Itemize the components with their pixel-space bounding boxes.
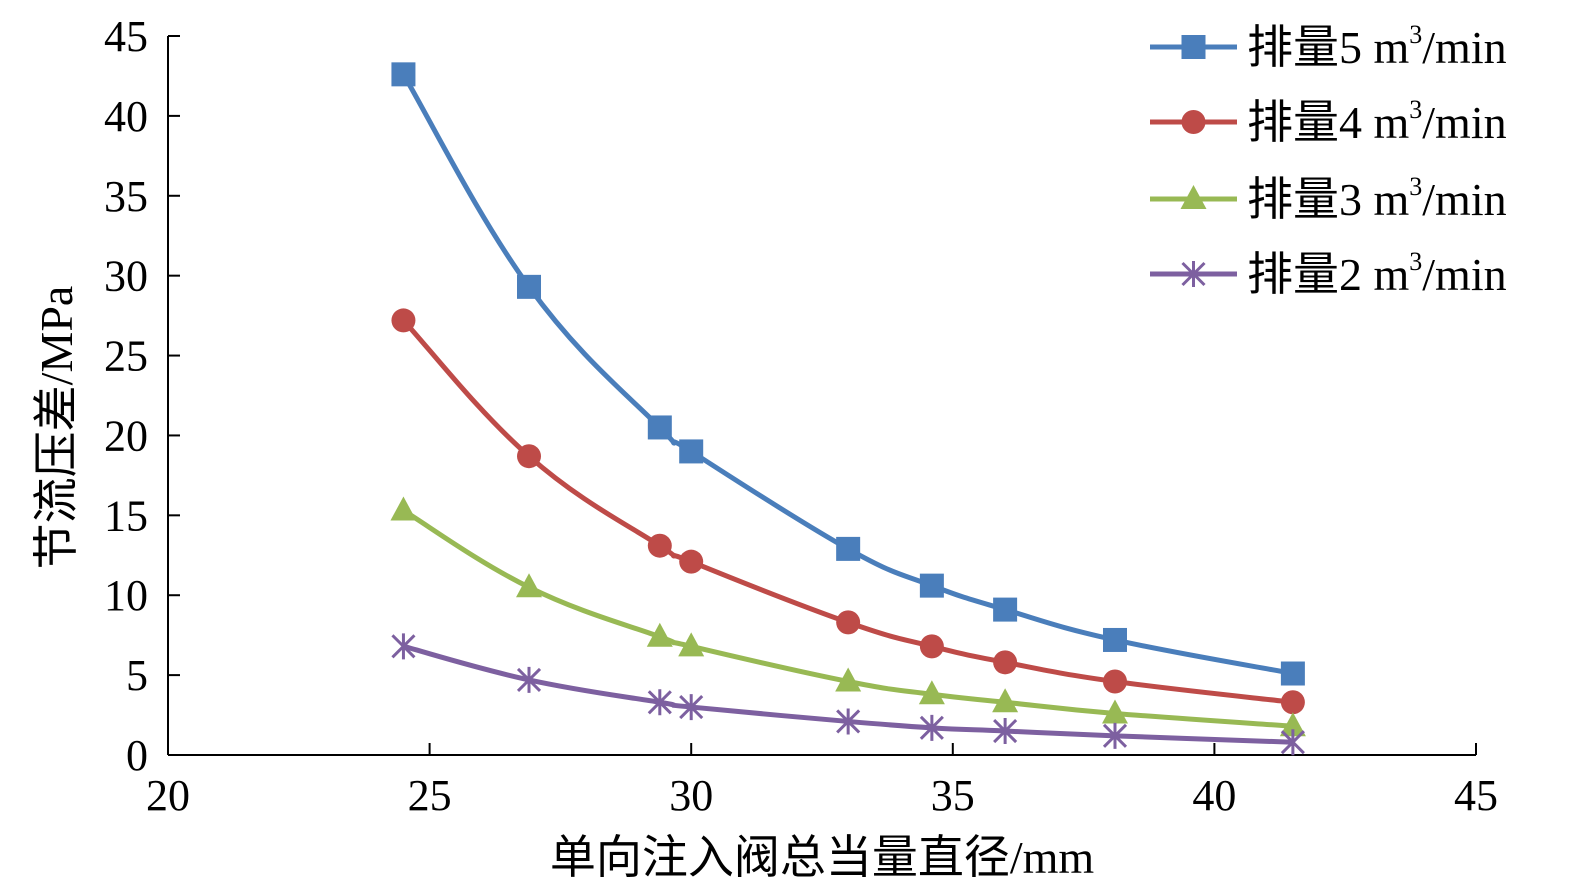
y-tick-label: 5 xyxy=(126,651,148,700)
legend-marker xyxy=(1180,185,1207,209)
data-point xyxy=(919,573,944,598)
data-point xyxy=(836,610,861,635)
data-point xyxy=(1280,729,1305,756)
series-4 xyxy=(391,633,1305,756)
axes: 0 5 10 15 20 25 30 35 40 45 20 25 30 35 40 45 xyxy=(104,12,1498,820)
y-tick-label: 40 xyxy=(104,92,148,141)
series-1 xyxy=(391,62,1305,686)
legend-marker xyxy=(1181,261,1206,287)
legend-entry: 排量3 m3/min xyxy=(1150,172,1507,225)
y-tick-label: 45 xyxy=(104,12,148,61)
series-3 xyxy=(390,496,1306,737)
data-point xyxy=(918,680,945,705)
y-tick-label: 35 xyxy=(104,172,148,221)
x-tick-label: 45 xyxy=(1454,771,1498,820)
data-point xyxy=(679,694,704,721)
data-point xyxy=(1102,669,1127,694)
data-point xyxy=(517,274,542,299)
data-point xyxy=(646,622,673,647)
x-tick-label: 25 xyxy=(408,771,452,820)
data-point xyxy=(919,634,944,659)
data-point xyxy=(517,444,542,469)
data-point xyxy=(679,549,704,574)
legend-label: 排量2 m3/min xyxy=(1247,247,1507,300)
x-tick-label: 40 xyxy=(1192,771,1236,820)
y-tick-label: 30 xyxy=(104,252,148,301)
y-tick-label: 15 xyxy=(104,491,148,540)
data-point xyxy=(1101,699,1128,724)
data-point xyxy=(1102,627,1127,652)
x-axis-title: 单向注入阀总当量直径/mm xyxy=(550,832,1095,883)
x-tick-label: 20 xyxy=(146,771,190,820)
data-point xyxy=(1279,712,1306,737)
legend: 排量5 m3/min 排量4 m3/min 排量3 m3/min 排量2 m3/min xyxy=(1150,20,1507,300)
series-layer xyxy=(390,62,1306,756)
data-point xyxy=(993,650,1018,675)
data-point xyxy=(647,689,672,716)
data-point xyxy=(993,718,1018,745)
data-point xyxy=(391,62,416,87)
series-2 xyxy=(391,308,1305,715)
y-tick-label: 0 xyxy=(126,731,148,780)
series-line xyxy=(402,508,1294,729)
x-tick-label: 30 xyxy=(669,771,713,820)
y-axis-title: 节流压差/MPa xyxy=(31,286,82,570)
data-point xyxy=(993,597,1018,622)
data-point xyxy=(1280,661,1305,686)
data-point xyxy=(391,308,416,333)
data-point xyxy=(391,633,416,660)
legend-label: 排量3 m3/min xyxy=(1247,172,1507,225)
x-tick-label: 35 xyxy=(931,771,975,820)
data-point xyxy=(647,415,672,440)
legend-entry: 排量5 m3/min xyxy=(1150,20,1507,73)
series-line xyxy=(402,643,1293,745)
series-line xyxy=(401,73,1294,676)
legend-entry: 排量2 m3/min xyxy=(1150,247,1507,300)
data-point xyxy=(992,688,1019,713)
data-point xyxy=(836,536,861,561)
series-line xyxy=(401,318,1294,705)
data-point xyxy=(835,667,862,692)
data-point xyxy=(1280,690,1305,715)
data-point xyxy=(919,714,944,741)
data-point xyxy=(647,533,672,558)
data-point xyxy=(516,666,542,693)
legend-marker xyxy=(1181,110,1206,134)
legend-label: 排量4 m3/min xyxy=(1247,95,1507,148)
data-point xyxy=(390,496,417,521)
legend-label: 排量5 m3/min xyxy=(1247,20,1507,73)
y-tick-label: 25 xyxy=(104,332,148,381)
data-point xyxy=(516,573,543,598)
legend-entry: 排量4 m3/min xyxy=(1150,95,1507,148)
legend-marker xyxy=(1181,35,1206,59)
data-point xyxy=(679,439,704,464)
data-point xyxy=(678,632,705,657)
data-point xyxy=(836,708,861,735)
y-tick-label: 10 xyxy=(104,571,148,620)
y-tick-label: 20 xyxy=(104,411,148,460)
data-point xyxy=(1102,722,1128,749)
